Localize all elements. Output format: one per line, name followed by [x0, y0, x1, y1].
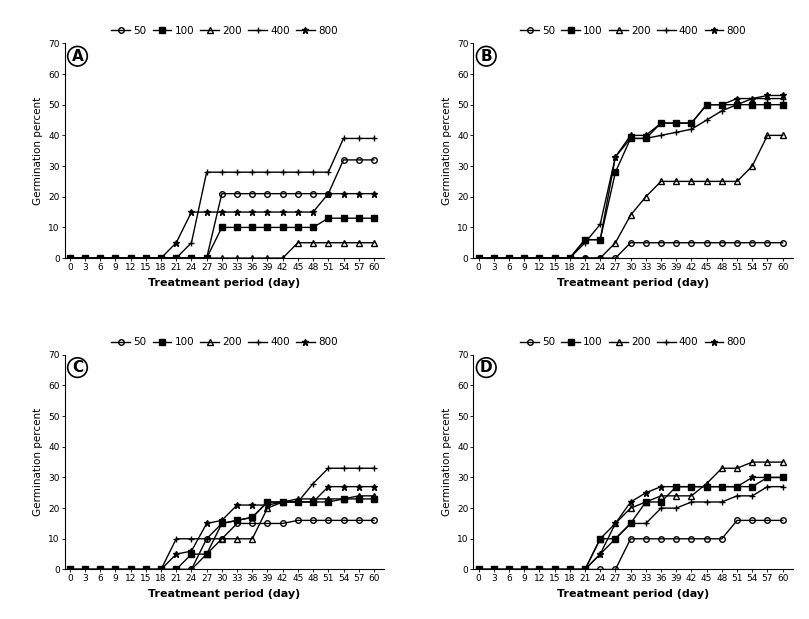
Y-axis label: Germination percent: Germination percent — [442, 408, 451, 516]
Legend: 50, 100, 200, 400, 800: 50, 100, 200, 400, 800 — [112, 337, 337, 347]
Y-axis label: Germination percent: Germination percent — [33, 97, 43, 205]
Legend: 50, 100, 200, 400, 800: 50, 100, 200, 400, 800 — [112, 26, 337, 36]
Text: C: C — [72, 360, 83, 375]
Y-axis label: Germination percent: Germination percent — [442, 97, 451, 205]
Legend: 50, 100, 200, 400, 800: 50, 100, 200, 400, 800 — [520, 26, 746, 36]
Text: B: B — [481, 49, 492, 64]
X-axis label: Treatmeant period (day): Treatmeant period (day) — [557, 277, 709, 287]
X-axis label: Treatmeant period (day): Treatmeant period (day) — [557, 589, 709, 599]
Legend: 50, 100, 200, 400, 800: 50, 100, 200, 400, 800 — [520, 337, 746, 347]
X-axis label: Treatmeant period (day): Treatmeant period (day) — [148, 589, 300, 599]
Text: A: A — [72, 49, 83, 64]
Text: D: D — [480, 360, 493, 375]
Y-axis label: Germination percent: Germination percent — [33, 408, 43, 516]
X-axis label: Treatmeant period (day): Treatmeant period (day) — [148, 277, 300, 287]
